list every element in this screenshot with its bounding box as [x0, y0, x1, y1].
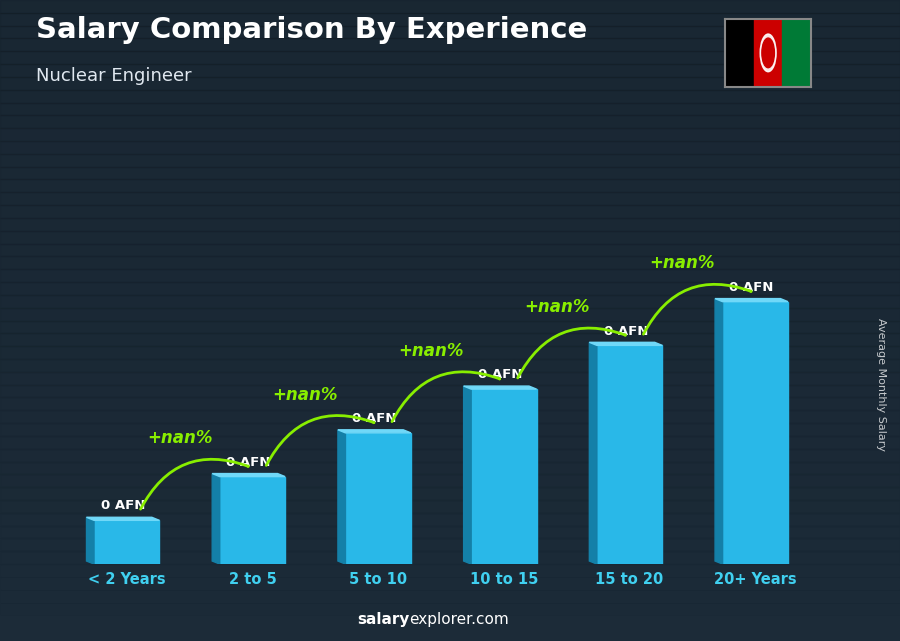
- Text: 0 AFN: 0 AFN: [604, 324, 648, 338]
- Text: +nan%: +nan%: [147, 429, 212, 447]
- Polygon shape: [212, 474, 220, 564]
- Text: 0 AFN: 0 AFN: [101, 499, 145, 512]
- Polygon shape: [94, 520, 159, 564]
- Polygon shape: [212, 474, 285, 477]
- Text: +nan%: +nan%: [398, 342, 464, 360]
- Bar: [725, 19, 754, 87]
- Text: +nan%: +nan%: [524, 298, 590, 316]
- Polygon shape: [723, 302, 788, 564]
- Polygon shape: [220, 477, 285, 564]
- Text: explorer.com: explorer.com: [410, 612, 509, 627]
- Bar: [782, 19, 811, 87]
- Polygon shape: [338, 430, 346, 564]
- Text: +nan%: +nan%: [273, 385, 338, 404]
- Text: +nan%: +nan%: [650, 254, 716, 272]
- Polygon shape: [472, 389, 536, 564]
- FancyArrowPatch shape: [518, 328, 626, 378]
- Polygon shape: [716, 299, 788, 302]
- Polygon shape: [590, 342, 662, 345]
- Polygon shape: [597, 345, 662, 564]
- Text: 0 AFN: 0 AFN: [352, 412, 397, 425]
- Polygon shape: [590, 342, 597, 564]
- Text: 0 AFN: 0 AFN: [227, 456, 271, 469]
- Text: salary: salary: [357, 612, 410, 627]
- Polygon shape: [716, 299, 723, 564]
- FancyArrowPatch shape: [266, 415, 374, 465]
- Polygon shape: [464, 386, 536, 389]
- Polygon shape: [346, 433, 410, 564]
- Text: 0 AFN: 0 AFN: [478, 368, 522, 381]
- Text: 0 AFN: 0 AFN: [729, 281, 774, 294]
- Polygon shape: [86, 517, 159, 520]
- Polygon shape: [464, 386, 472, 564]
- Circle shape: [762, 38, 774, 68]
- Text: Salary Comparison By Experience: Salary Comparison By Experience: [36, 16, 587, 44]
- FancyArrowPatch shape: [392, 372, 500, 422]
- FancyArrowPatch shape: [140, 459, 248, 509]
- Polygon shape: [86, 517, 94, 564]
- Polygon shape: [338, 430, 410, 433]
- FancyArrowPatch shape: [644, 285, 752, 334]
- Circle shape: [760, 34, 776, 72]
- Text: Average Monthly Salary: Average Monthly Salary: [877, 318, 886, 451]
- Text: Nuclear Engineer: Nuclear Engineer: [36, 67, 192, 85]
- Bar: [754, 19, 782, 87]
